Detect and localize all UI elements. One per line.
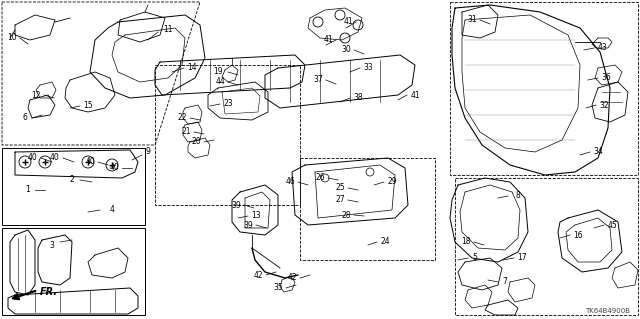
Text: 40: 40	[28, 153, 38, 162]
Text: FR.: FR.	[40, 287, 58, 297]
Text: 42: 42	[253, 271, 263, 279]
Bar	[455, 178, 638, 315]
Text: 39: 39	[231, 201, 241, 210]
Text: 14: 14	[187, 63, 197, 72]
Text: 31: 31	[467, 16, 477, 25]
Text: 39: 39	[243, 220, 253, 229]
Text: 28: 28	[341, 211, 351, 219]
Bar	[450, 2, 638, 175]
Text: 11: 11	[163, 26, 173, 34]
Text: 42: 42	[287, 273, 297, 283]
Text: 24: 24	[380, 238, 390, 247]
Text: 41: 41	[323, 35, 333, 44]
Text: 45: 45	[607, 220, 617, 229]
Text: 23: 23	[223, 100, 233, 108]
Text: 30: 30	[341, 46, 351, 55]
Text: 37: 37	[313, 76, 323, 85]
Text: 44: 44	[215, 78, 225, 86]
Text: 35: 35	[273, 284, 283, 293]
Text: 46: 46	[285, 177, 295, 187]
Text: 34: 34	[593, 147, 603, 157]
Text: 38: 38	[353, 93, 363, 102]
Text: 17: 17	[517, 254, 527, 263]
Text: 22: 22	[177, 114, 187, 122]
Text: 32: 32	[599, 100, 609, 109]
Text: 4: 4	[109, 205, 115, 214]
Bar	[2, 228, 145, 315]
Text: 43: 43	[597, 43, 607, 53]
Text: 21: 21	[181, 128, 191, 137]
Text: 8: 8	[516, 191, 520, 201]
Text: 27: 27	[335, 196, 345, 204]
Text: 36: 36	[601, 73, 611, 83]
Text: 19: 19	[213, 68, 223, 77]
Text: 40: 40	[85, 158, 95, 167]
Text: 25: 25	[335, 183, 345, 192]
Text: 20: 20	[191, 137, 201, 146]
Text: 29: 29	[387, 177, 397, 187]
Text: 2: 2	[70, 175, 74, 184]
Text: 5: 5	[472, 254, 477, 263]
Text: 1: 1	[26, 186, 30, 195]
Text: TK64B4900B: TK64B4900B	[585, 308, 630, 314]
Bar	[2, 148, 145, 225]
Text: 10: 10	[7, 33, 17, 42]
Text: 41: 41	[343, 18, 353, 26]
Bar	[155, 65, 300, 205]
Text: 12: 12	[31, 91, 41, 100]
Text: 26: 26	[315, 174, 325, 182]
Text: 15: 15	[83, 101, 93, 110]
Text: 7: 7	[502, 278, 508, 286]
Text: 33: 33	[363, 63, 373, 72]
Text: 40: 40	[50, 153, 60, 162]
Text: 9: 9	[145, 147, 150, 157]
Text: 13: 13	[251, 211, 261, 220]
Text: 6: 6	[22, 114, 28, 122]
Text: 41: 41	[410, 91, 420, 100]
Text: 3: 3	[49, 241, 54, 249]
Text: 18: 18	[461, 238, 471, 247]
Text: 16: 16	[573, 231, 583, 240]
Bar	[300, 158, 435, 260]
Text: 40: 40	[109, 164, 119, 173]
